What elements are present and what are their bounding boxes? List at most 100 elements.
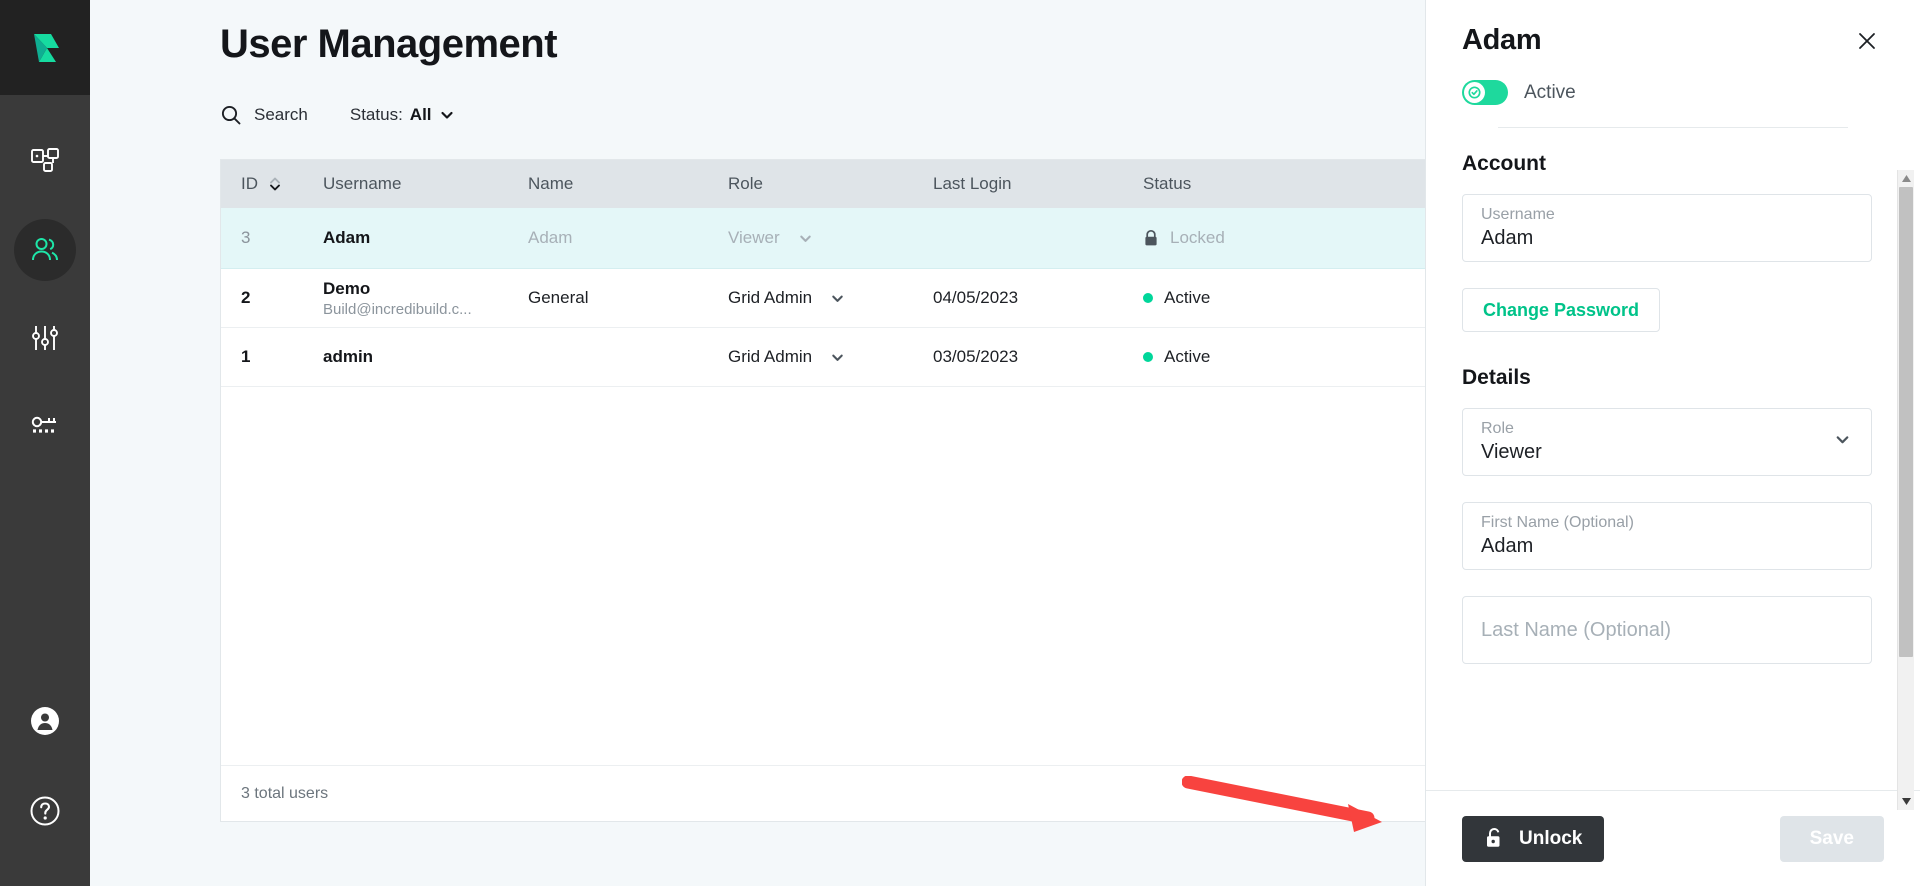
toggle-knob [1464, 82, 1485, 103]
column-header-role[interactable]: Role [728, 174, 763, 193]
sort-updown-icon [270, 177, 280, 191]
table-footer-count: 3 total users [221, 765, 1859, 821]
status-filter-value: All [409, 105, 432, 124]
sidebar-item-settings[interactable] [14, 307, 76, 369]
cell-status: Active [1123, 347, 1343, 367]
sidebar-nav [14, 131, 76, 457]
drawer-scrollbar[interactable] [1897, 170, 1914, 810]
status-dot-icon [1143, 293, 1153, 303]
last-name-field[interactable]: Last Name (Optional) [1462, 596, 1872, 664]
cell-last-login: 04/05/2023 [933, 288, 1019, 307]
status-label: Locked [1170, 228, 1225, 247]
sliders-settings-icon [32, 326, 58, 350]
first-name-field-label: First Name (Optional) [1481, 513, 1634, 531]
last-name-field-placeholder: Last Name (Optional) [1481, 618, 1672, 641]
role-select[interactable]: Grid Admin [728, 347, 845, 367]
unlock-padlock-icon [1487, 827, 1500, 847]
role-select-field[interactable]: Role Viewer [1462, 408, 1872, 476]
role-select-value: Grid Admin [728, 288, 813, 307]
chevron-down-icon [832, 295, 843, 302]
close-icon [1859, 33, 1875, 49]
sidebar-item-grid[interactable] [14, 131, 76, 193]
scroll-down-arrow-icon[interactable] [1898, 793, 1914, 810]
sidebar-item-account[interactable] [14, 690, 76, 752]
status-badge: Active [1143, 347, 1210, 367]
grid-nodes-icon [31, 148, 59, 172]
search-input[interactable]: Search [220, 104, 308, 126]
details-section-title: Details [1462, 366, 1531, 389]
cell-username: admin [303, 347, 508, 367]
cell-name: Adam [528, 228, 573, 247]
active-toggle[interactable] [1462, 80, 1508, 105]
column-header-status[interactable]: Status [1143, 174, 1192, 193]
cell-username-main: Adam [323, 228, 371, 247]
scrollbar-thumb[interactable] [1899, 187, 1913, 657]
chevron-down-icon [1834, 431, 1851, 453]
users-icon [32, 238, 58, 261]
cell-status: Active [1123, 288, 1343, 308]
table-row[interactable]: 1 admin Grid Admin 03/05/2023 [221, 328, 1859, 387]
drawer-body: Account Username Adam Change Password De… [1426, 128, 1920, 790]
field-gap [1462, 476, 1872, 502]
status-badge: Locked [1143, 228, 1225, 248]
sidebar-item-users[interactable] [14, 219, 76, 281]
account-section-title: Account [1462, 152, 1546, 175]
help-question-icon [30, 796, 60, 826]
table-row[interactable]: 2 Demo Build@incredibuild.c... General G… [221, 269, 1859, 328]
role-select-value: Viewer [728, 228, 780, 247]
sidebar-bottom-nav [14, 690, 76, 842]
app-logo[interactable] [0, 0, 90, 95]
cell-id: 3 [241, 228, 251, 247]
role-field-value: Viewer [1481, 441, 1542, 464]
cell-username-main: Demo [323, 278, 371, 298]
column-header-id[interactable]: ID [221, 174, 303, 194]
cell-name: General [528, 288, 589, 307]
page-title: User Management [220, 22, 558, 66]
chevron-down-icon [799, 235, 811, 242]
cell-username: Demo Build@incredibuild.c... [303, 279, 508, 318]
incredibuild-logo-icon [34, 33, 59, 62]
first-name-field-value: Adam [1481, 535, 1534, 558]
scroll-up-arrow-icon[interactable] [1898, 170, 1914, 187]
check-icon [1468, 86, 1481, 99]
drawer-title-row: Adam [1462, 24, 1884, 58]
first-name-field[interactable]: First Name (Optional) Adam [1462, 502, 1872, 570]
status-badge: Active [1143, 288, 1210, 308]
unlock-label: Unlock [1519, 827, 1583, 849]
left-sidebar [0, 0, 90, 886]
status-label: Active [1164, 288, 1211, 307]
username-field[interactable]: Username Adam [1462, 194, 1872, 262]
search-icon [221, 105, 241, 125]
change-password-button[interactable]: Change Password [1462, 288, 1661, 332]
cell-role: Viewer [708, 228, 913, 248]
chevron-down-icon [832, 354, 843, 361]
column-header-username[interactable]: Username [323, 174, 402, 193]
column-header-name[interactable]: Name [528, 174, 574, 193]
sidebar-item-help[interactable] [14, 780, 76, 842]
key-license-icon [31, 416, 56, 433]
username-field-label: Username [1481, 205, 1555, 223]
active-toggle-row: Active [1462, 80, 1884, 105]
close-drawer-button[interactable] [1850, 24, 1884, 58]
search-placeholder-label: Search [254, 105, 308, 124]
drawer-title: Adam [1462, 24, 1542, 56]
username-field-value: Adam [1481, 227, 1534, 250]
cell-id: 2 [241, 288, 251, 307]
field-gap [1462, 570, 1872, 596]
role-select[interactable]: Grid Admin [728, 288, 845, 308]
status-filter-dropdown[interactable]: Status: All [350, 105, 455, 125]
drawer-divider [1498, 127, 1848, 128]
role-select[interactable]: Viewer [728, 228, 813, 248]
status-label: Active [1164, 347, 1211, 366]
status-dot-icon [1143, 352, 1153, 362]
unlock-button[interactable]: Unlock [1462, 815, 1605, 862]
sidebar-item-license[interactable] [14, 395, 76, 457]
drawer-header: Adam Active [1426, 0, 1920, 128]
save-button: Save [1779, 815, 1884, 862]
column-header-last-login[interactable]: Last Login [933, 174, 1012, 193]
cell-status: Locked [1123, 228, 1343, 248]
cell-id: 1 [241, 347, 251, 366]
lock-icon [1145, 229, 1157, 246]
cell-username: Adam [303, 228, 508, 248]
